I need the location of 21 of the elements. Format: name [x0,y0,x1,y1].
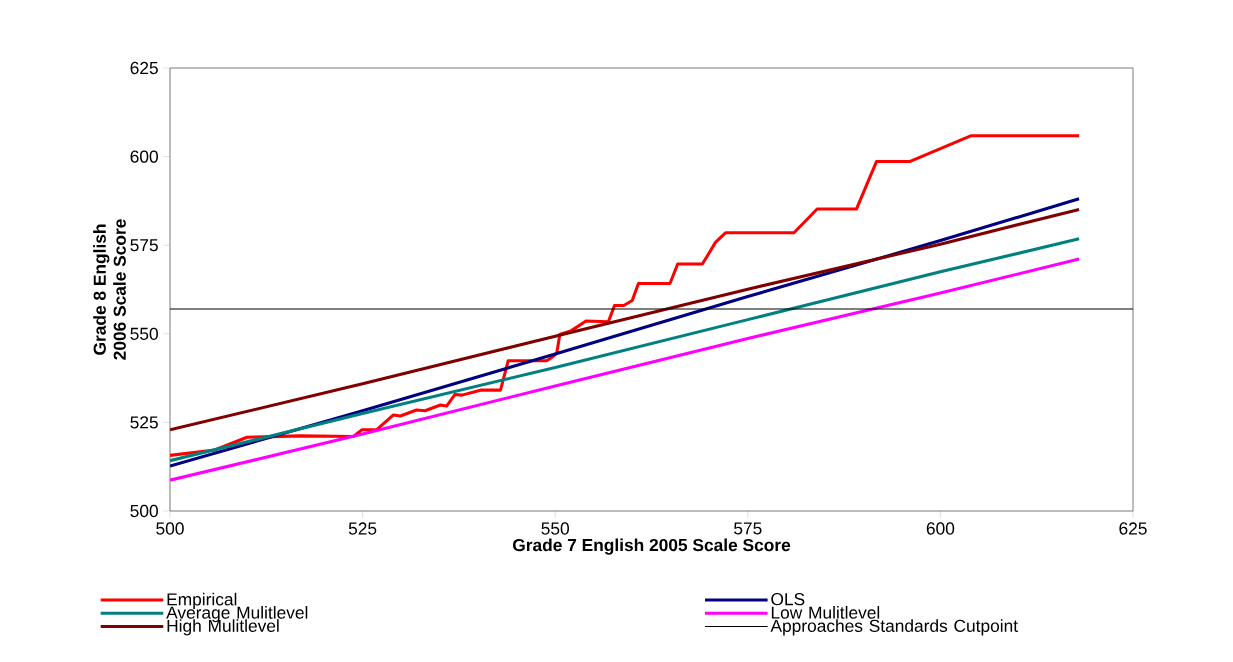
legend-label: Approaches Standards Cutpoint [770,619,1018,636]
y-tick-label: 625 [130,61,158,75]
y-axis-title: Grade 8 English 2006 Scale Score [93,219,126,360]
y-tick-label: 500 [130,504,158,518]
x-tick-label: 550 [541,522,569,535]
y-tick-label: 575 [130,239,158,252]
legend-label: Low Mulitlevel [771,606,880,619]
y-tick-label: 600 [130,150,158,163]
x-tick-label: 575 [734,522,762,535]
line-series [170,134,1081,457]
x-tick-label: 600 [926,522,955,535]
x-tick-label: 525 [348,522,377,535]
legend-label: OLS [771,593,805,606]
x-tick-label: 625 [1119,522,1147,535]
x-tick-label: 500 [156,522,184,535]
y-tick-label: 550 [130,327,158,340]
y-tick-label: 525 [130,416,158,429]
line-series [170,207,1081,432]
line-series [170,257,1081,482]
x-axis-title: Grade 7 English 2005 Scale Score [512,538,791,555]
line-series [170,237,1081,463]
